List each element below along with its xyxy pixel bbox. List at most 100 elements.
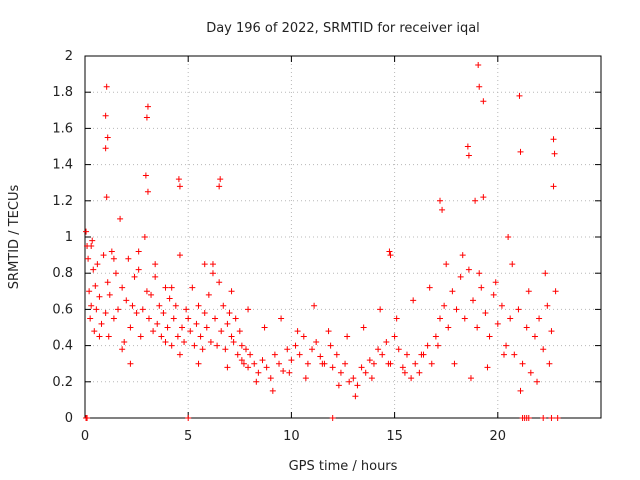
data-point xyxy=(191,342,198,349)
data-point xyxy=(145,315,152,322)
data-point xyxy=(271,351,278,358)
data-point xyxy=(360,324,367,331)
data-point xyxy=(375,346,382,353)
data-point xyxy=(304,360,311,367)
data-point xyxy=(158,333,165,340)
data-point xyxy=(445,324,452,331)
data-point xyxy=(245,306,252,313)
data-point xyxy=(255,369,262,376)
data-point xyxy=(515,306,522,313)
data-point xyxy=(476,83,483,90)
data-point xyxy=(214,342,221,349)
data-point xyxy=(142,172,149,179)
data-point xyxy=(197,333,204,340)
data-point xyxy=(104,279,111,286)
data-point xyxy=(525,288,532,295)
data-point xyxy=(176,351,183,358)
data-point xyxy=(187,328,194,335)
data-point xyxy=(536,315,543,322)
data-point xyxy=(195,302,202,309)
data-point xyxy=(185,315,192,322)
data-point xyxy=(127,324,134,331)
data-point xyxy=(474,324,481,331)
data-point xyxy=(245,364,252,371)
data-point xyxy=(162,284,169,291)
data-point xyxy=(517,387,524,394)
data-point xyxy=(216,279,223,286)
data-point xyxy=(472,197,479,204)
data-point xyxy=(352,393,359,400)
data-point xyxy=(108,248,115,255)
data-point xyxy=(87,315,94,322)
data-point xyxy=(311,302,318,309)
data-point xyxy=(125,255,132,262)
data-point xyxy=(426,284,433,291)
data-point xyxy=(443,261,450,268)
data-point xyxy=(418,351,425,358)
data-point xyxy=(552,288,559,295)
data-point xyxy=(492,279,499,286)
data-point xyxy=(507,315,514,322)
y-tick-label: 1.2 xyxy=(52,194,73,209)
data-point xyxy=(412,360,419,367)
data-point xyxy=(88,243,95,250)
data-point xyxy=(383,338,390,345)
data-point xyxy=(242,346,249,353)
data-point xyxy=(93,306,100,313)
data-point xyxy=(554,415,561,421)
data-point xyxy=(278,315,285,322)
y-tick-label: 1.6 xyxy=(52,121,73,136)
data-point xyxy=(92,282,99,289)
data-point xyxy=(148,291,155,298)
data-point xyxy=(416,369,423,376)
data-point xyxy=(428,360,435,367)
data-point xyxy=(102,145,109,152)
data-point xyxy=(263,364,270,371)
data-point xyxy=(302,375,309,382)
data-point xyxy=(94,261,101,268)
data-point xyxy=(329,415,336,421)
data-point xyxy=(141,234,148,240)
data-point xyxy=(259,357,266,364)
data-point xyxy=(319,360,326,367)
data-point xyxy=(89,237,96,244)
data-point xyxy=(439,206,446,213)
x-tick-label: 0 xyxy=(81,429,89,444)
data-point xyxy=(368,375,375,382)
data-point xyxy=(176,252,183,259)
data-point xyxy=(480,98,487,105)
data-point xyxy=(366,357,373,364)
data-point xyxy=(110,255,117,262)
data-point xyxy=(377,306,384,313)
data-point xyxy=(393,315,400,322)
data-point xyxy=(96,293,103,300)
data-point xyxy=(164,324,171,331)
data-point xyxy=(337,369,344,376)
data-point xyxy=(269,387,276,394)
data-point xyxy=(220,302,227,309)
data-point xyxy=(284,346,291,353)
data-point xyxy=(280,367,287,374)
data-point xyxy=(168,342,175,349)
y-tick-label: 0.6 xyxy=(52,302,73,317)
y-tick-label: 0.2 xyxy=(52,375,73,390)
data-point xyxy=(527,369,534,376)
data-point xyxy=(170,315,177,322)
points-layer xyxy=(83,62,561,421)
data-point xyxy=(100,252,107,259)
data-point xyxy=(464,143,471,150)
data-point xyxy=(467,375,474,382)
data-point xyxy=(500,351,507,358)
data-point xyxy=(386,248,393,255)
data-point xyxy=(238,357,245,364)
data-point xyxy=(168,284,175,291)
data-point xyxy=(516,92,523,99)
data-point xyxy=(236,328,243,335)
data-point xyxy=(461,315,468,322)
data-point xyxy=(525,415,532,421)
data-point xyxy=(354,382,361,389)
data-point xyxy=(329,364,336,371)
data-point xyxy=(123,297,130,304)
